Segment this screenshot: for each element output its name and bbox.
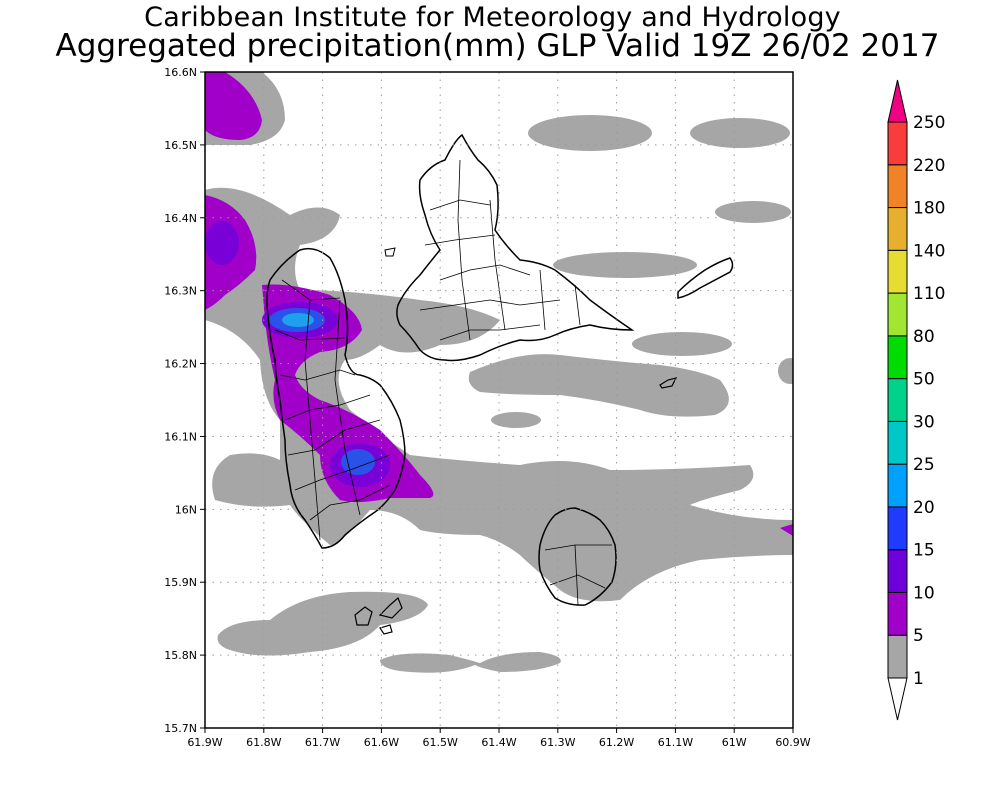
lat-tick-label: 15.8N — [164, 649, 197, 662]
lat-tick-label: 16.2N — [164, 358, 197, 371]
grande-terre-communes — [419, 159, 581, 341]
legend-level-label: 220 — [913, 156, 945, 176]
legend-level-label: 15 — [913, 541, 935, 561]
lon-tick-label: 61.6W — [364, 736, 399, 749]
precipitation-field — [205, 72, 793, 673]
legend-swatch — [887, 335, 908, 380]
lat-tick-label: 16.4N — [164, 212, 197, 225]
lat-tick-label: 15.7N — [164, 722, 197, 735]
legend-swatch — [887, 549, 908, 593]
legend-swatch — [887, 463, 908, 508]
legend-level-label: 50 — [913, 370, 935, 390]
legend-level-label: 80 — [913, 327, 935, 347]
lat-tick-label: 15.9N — [164, 576, 197, 589]
lat-tick-label: 16N — [175, 503, 197, 516]
legend-swatch — [887, 121, 908, 166]
legend-level-label: 140 — [913, 241, 945, 261]
legend-level-label: 180 — [913, 199, 945, 219]
title-institute: Caribbean Institute for Meteorology and … — [144, 2, 841, 33]
islet-outline — [384, 247, 396, 257]
grande-terre-outline — [396, 133, 635, 362]
la-desirade-outline — [677, 257, 734, 299]
legend-swatch — [887, 506, 908, 551]
petite-terre-outline — [659, 377, 678, 389]
basse-terre-communes — [274, 279, 391, 541]
legend-level-label: 5 — [913, 626, 924, 646]
legend-level-label: 30 — [913, 412, 935, 432]
legend-level-label: 110 — [913, 284, 945, 304]
legend-swatch — [887, 634, 908, 679]
les-saintes-outline — [354, 596, 403, 635]
lon-tick-label: 61.8W — [246, 736, 281, 749]
legend-swatch — [887, 207, 908, 251]
legend-level-label: 25 — [913, 455, 935, 475]
legend-bottom-arrow — [887, 677, 908, 721]
lon-tick-label: 61W — [722, 736, 747, 749]
lon-tick-label: 61.2W — [599, 736, 634, 749]
lon-tick-label: 60.9W — [775, 736, 810, 749]
map-grid — [205, 72, 793, 728]
legend-level-label: 250 — [913, 113, 945, 133]
lon-tick-label: 61.1W — [658, 736, 693, 749]
legend-swatch — [887, 292, 908, 337]
lat-tick-label: 16.1N — [164, 430, 197, 443]
legend-level-label: 10 — [913, 583, 935, 603]
legend-swatch — [887, 420, 908, 465]
legend-swatch — [887, 164, 908, 209]
lon-tick-label: 61.5W — [423, 736, 458, 749]
lon-tick-label: 61.9W — [187, 736, 222, 749]
legend-swatch — [887, 249, 908, 294]
latitude-axis: 16.6N 16.5N 16.4N 16.3N 16.2N 16.1N 16N 15.9N 15… — [164, 66, 205, 735]
basse-terre-outline — [266, 247, 406, 549]
legend-top-arrow — [887, 79, 908, 123]
title-product: Aggregated precipitation(mm) GLP Valid 1… — [55, 28, 940, 64]
longitude-axis: 61.9W 61.8W 61.7W 61.6W 61.5W 61.4W 61.3W 61.2W… — [187, 728, 811, 749]
marie-galante-communes — [544, 544, 612, 606]
lon-tick-label: 61.4W — [481, 736, 516, 749]
legend-level-label: 1 — [913, 669, 924, 689]
legend-level-label: 20 — [913, 498, 935, 518]
lat-tick-label: 16.6N — [164, 66, 197, 79]
lat-tick-label: 16.3N — [164, 285, 197, 298]
precip-band-20-25 — [282, 313, 314, 327]
legend-swatch — [887, 591, 908, 636]
lon-tick-label: 61.7W — [305, 736, 340, 749]
lon-tick-label: 61.3W — [540, 736, 575, 749]
legend-swatch — [887, 378, 908, 422]
lat-tick-label: 16.5N — [164, 139, 197, 152]
